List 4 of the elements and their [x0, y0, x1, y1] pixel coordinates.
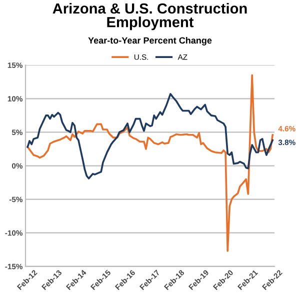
chart-subtitle: Year-to-Year Percent Change [88, 37, 212, 46]
chart-title: Arizona & U.S. Construction Employment [52, 2, 247, 30]
line-series [26, 74, 274, 252]
line-series [26, 93, 274, 180]
